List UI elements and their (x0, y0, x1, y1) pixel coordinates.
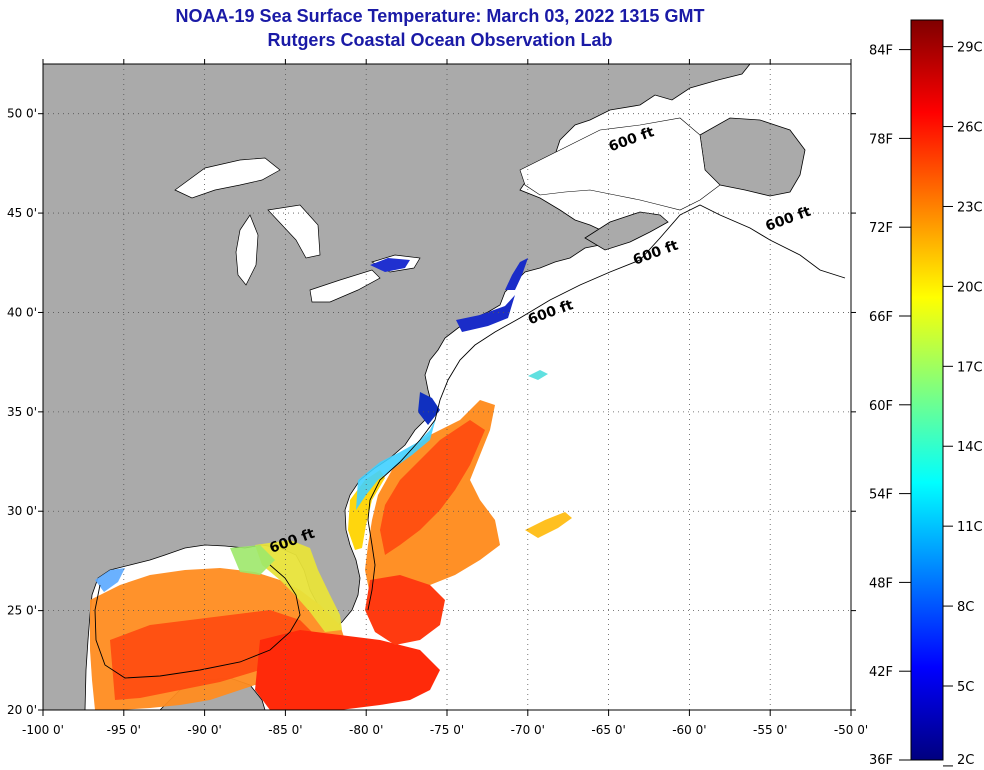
x-tick-label: -100 0' (22, 723, 64, 737)
colorbar-c-label: 26C (957, 121, 983, 136)
land-nova-scotia (584, 211, 669, 251)
colorbar-c-label: 8C (957, 600, 974, 615)
colorbar-c-label: 2C (957, 753, 974, 768)
isobath-600ft-gulf (94, 564, 301, 679)
y-tick-label: 35 0' (7, 405, 37, 419)
colorbar-f-label: 54F (869, 488, 893, 503)
x-tick-label: -80 0' (349, 723, 383, 737)
x-tick-label: -65 0' (591, 723, 625, 737)
x-tick-label: -90 0' (187, 723, 221, 737)
map-subtitle: Rutgers Coastal Ocean Observation Lab (267, 30, 613, 50)
colorbar-gradient (910, 19, 944, 761)
colorbar-c-label: 14C (957, 440, 983, 455)
x-tick-label: -85 0' (268, 723, 302, 737)
y-tick-label: 30 0' (7, 504, 37, 518)
colorbar-c-label: 23C (957, 200, 983, 215)
x-tick-label: -50 0' (834, 723, 868, 737)
colorbar-c-label: 5C (957, 680, 974, 695)
colorbar-f-label: 84F (869, 44, 893, 59)
x-tick-label: -75 0' (430, 723, 464, 737)
x-tick-label: -60 0' (672, 723, 706, 737)
map-axes: -100 0' -95 0' -90 0' -85 0' -80 0' -75 0' -70… (7, 59, 868, 737)
colorbar-f-label: 42F (869, 665, 893, 680)
sst-data-overlay (90, 258, 572, 710)
colorbar-f-label: 48F (869, 576, 893, 591)
temperature-colorbar: 84F 78F 72F 66F 60F 54F 48F 42F 36F 29C 26C 23C 20C 1… (869, 19, 983, 768)
y-tick-label: 45 0' (7, 206, 37, 220)
isobath-600ft (367, 204, 846, 611)
colorbar-f-label: 78F (869, 132, 893, 147)
colorbar-f-label: 72F (869, 221, 893, 236)
colorbar-f-label: 66F (869, 310, 893, 325)
colorbar-c-label: 17C (957, 360, 983, 375)
colorbar-f-label: 60F (869, 399, 893, 414)
map-title: NOAA-19 Sea Surface Temperature: March 0… (175, 6, 705, 26)
colorbar-c-label: 29C (957, 41, 983, 56)
colorbar-f-label: 36F (869, 753, 893, 768)
x-tick-label: -95 0' (107, 723, 141, 737)
x-tick-label: -70 0' (511, 723, 545, 737)
great-lakes (174, 157, 421, 303)
x-tick-label: -55 0' (753, 723, 787, 737)
y-tick-label: 50 0' (7, 107, 37, 121)
colorbar-c-label: 20C (957, 280, 983, 295)
y-tick-label: 25 0' (7, 604, 37, 618)
colorbar-c-label: 11C (957, 520, 983, 535)
y-tick-label: 40 0' (7, 305, 37, 319)
map-frame (42, 63, 852, 711)
y-tick-label: 20 0' (7, 703, 37, 717)
st-lawrence-gulf (519, 117, 721, 211)
